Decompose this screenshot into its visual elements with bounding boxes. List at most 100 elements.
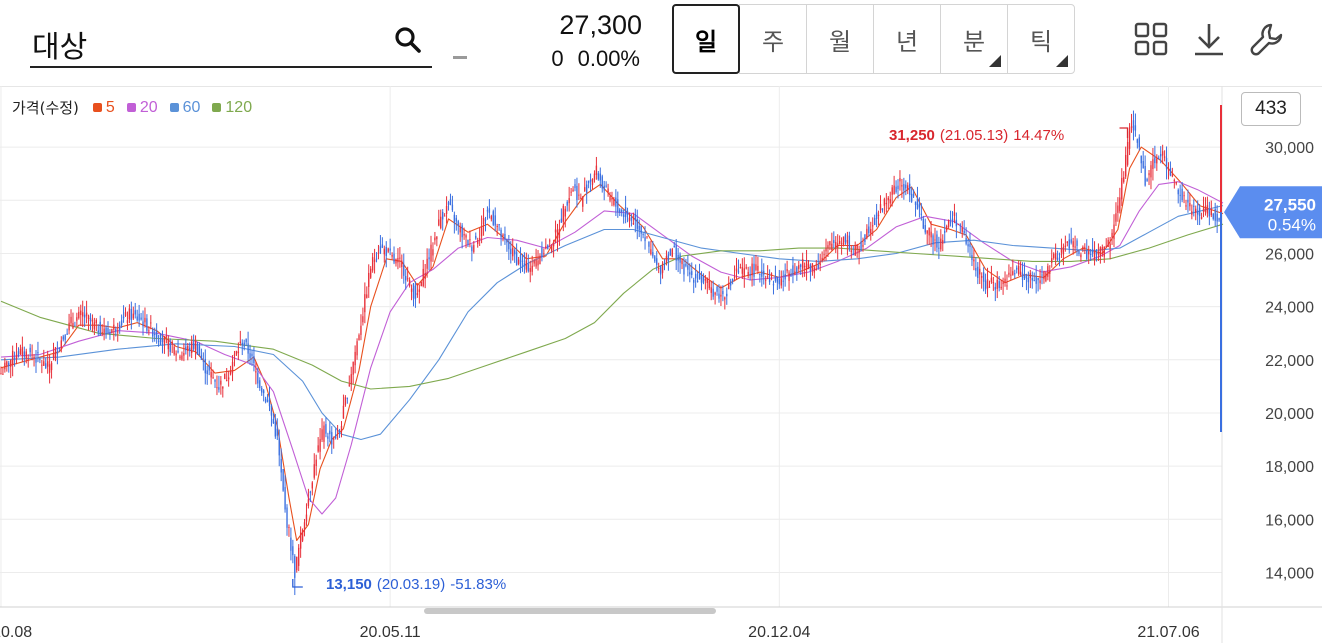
candle-body xyxy=(227,377,230,380)
candle-body xyxy=(955,219,958,227)
candle-body xyxy=(582,196,584,207)
candle-body xyxy=(584,187,586,191)
candle-body xyxy=(449,199,452,206)
candle-body xyxy=(399,257,401,259)
candle-body xyxy=(117,331,119,333)
candle-body xyxy=(1088,251,1090,255)
legend-item-ma20[interactable]: 20 xyxy=(126,99,158,117)
candle-body xyxy=(765,279,767,281)
candle-body xyxy=(786,269,788,272)
candle-body xyxy=(1154,157,1156,164)
candle-body xyxy=(315,459,317,466)
candle-body xyxy=(200,355,203,360)
candle-body xyxy=(418,289,421,293)
legend-label: 60 xyxy=(182,98,201,116)
candle-body xyxy=(1107,239,1109,247)
candle-body xyxy=(747,272,749,276)
candle-body xyxy=(272,418,275,424)
legend-item-ma60[interactable]: 60 xyxy=(169,98,201,117)
candle-body xyxy=(788,272,790,281)
candle-body xyxy=(1189,202,1191,207)
candle-body xyxy=(216,387,218,389)
candle-body xyxy=(80,310,82,316)
candle-body xyxy=(410,288,413,292)
tab-day[interactable]: 일 xyxy=(672,4,740,74)
candle-body xyxy=(350,374,352,385)
candle-body xyxy=(1008,272,1010,275)
candle-body xyxy=(601,176,603,189)
candle-body xyxy=(885,202,888,205)
search-bar[interactable]: 대상 xyxy=(30,14,432,68)
candle-body xyxy=(708,280,710,289)
candle-body xyxy=(1045,272,1047,282)
candle-body xyxy=(541,247,543,257)
candle-body xyxy=(224,373,226,380)
candle-body xyxy=(916,198,919,210)
candle-body xyxy=(587,180,590,184)
candle-body xyxy=(1179,194,1181,196)
candle-body xyxy=(307,499,310,506)
candle-body xyxy=(1138,137,1140,148)
candle-body xyxy=(984,280,987,290)
visible-bar-count[interactable]: 433 xyxy=(1241,92,1301,126)
candle-body xyxy=(206,370,208,375)
candle-body xyxy=(1091,248,1094,254)
candle-body xyxy=(1086,250,1088,259)
high-pct: 14.47% xyxy=(1013,127,1064,144)
grid-layout-icon[interactable] xyxy=(1134,22,1168,56)
candle-body xyxy=(780,278,782,286)
candle-body xyxy=(630,217,633,221)
candle-body xyxy=(942,240,944,244)
legend-item-ma120[interactable]: 120 xyxy=(212,99,252,117)
candle-body xyxy=(994,286,996,290)
candle-body xyxy=(157,340,160,342)
candle-body xyxy=(422,268,424,287)
candle-body xyxy=(338,431,341,433)
legend-item-ma5[interactable]: 5 xyxy=(92,99,115,117)
candle-body xyxy=(597,173,600,180)
wrench-icon[interactable] xyxy=(1250,22,1284,56)
candle-body xyxy=(566,201,568,206)
current-price-label: 27,550 xyxy=(1264,195,1316,214)
candle-body xyxy=(278,438,280,456)
candle-body xyxy=(932,235,934,245)
tab-minute[interactable]: 분 xyxy=(940,4,1008,74)
candle-body xyxy=(1167,169,1170,171)
tab-year[interactable]: 년 xyxy=(873,4,941,74)
candle-body xyxy=(774,276,777,281)
candle-body xyxy=(918,204,921,208)
candle-body xyxy=(990,277,993,283)
candle-body xyxy=(1064,245,1067,247)
candle-body xyxy=(766,276,769,278)
candle-body xyxy=(527,264,529,272)
candle-body xyxy=(901,185,903,187)
candle-body xyxy=(1150,165,1152,178)
chart-legend: 가격(수정) 5 20 60 120 xyxy=(12,97,264,118)
candle-body xyxy=(41,364,43,366)
candle-body xyxy=(323,425,325,442)
search-input[interactable]: 대상 xyxy=(32,30,88,65)
search-icon[interactable] xyxy=(394,26,422,54)
high-annotation: 31,250 (21.05.13) 14.47% xyxy=(889,127,1064,144)
ma120-line xyxy=(0,223,1224,390)
candle-body xyxy=(1078,251,1080,254)
candle-body xyxy=(928,227,930,236)
candle-body xyxy=(977,266,979,278)
tab-tick[interactable]: 틱 xyxy=(1007,4,1075,74)
tab-label: 주 xyxy=(761,27,785,56)
tab-month[interactable]: 월 xyxy=(806,4,874,74)
candle-body xyxy=(733,276,736,278)
candle-body xyxy=(803,265,806,267)
candle-body xyxy=(858,248,860,253)
candle-body xyxy=(1216,213,1218,222)
candle-body xyxy=(883,199,886,206)
candle-body xyxy=(438,219,440,226)
download-icon[interactable] xyxy=(1192,22,1226,56)
candle-body xyxy=(1035,276,1037,284)
candle-body xyxy=(231,361,234,373)
candle-body xyxy=(640,226,642,234)
candle-body xyxy=(823,254,825,256)
candle-body xyxy=(1165,157,1168,169)
candle-body xyxy=(251,353,253,357)
